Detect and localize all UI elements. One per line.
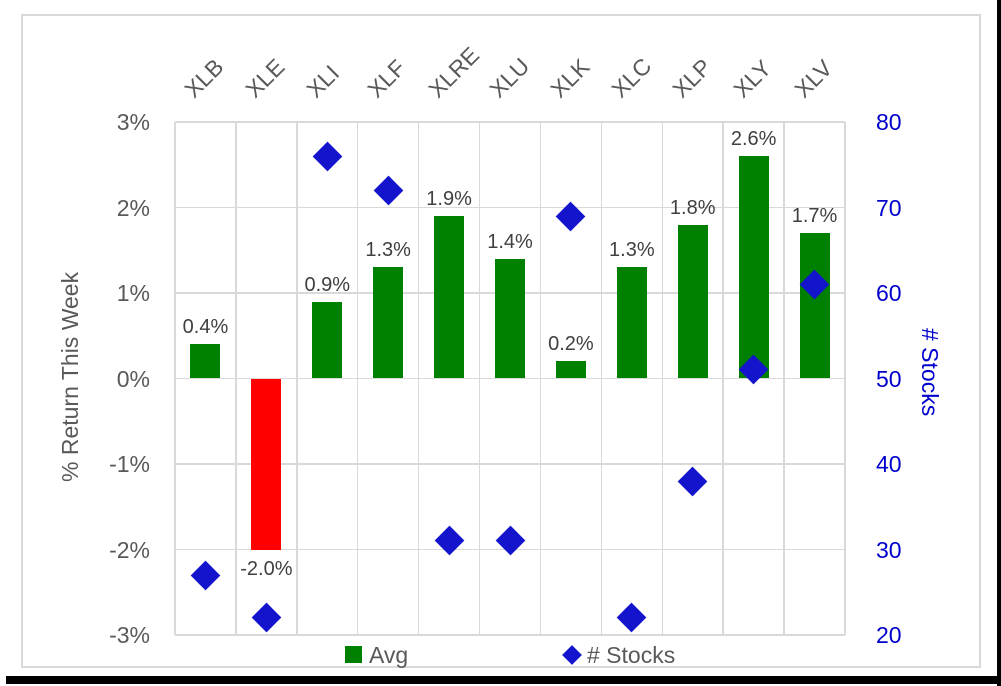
- h-gridline: [175, 634, 845, 636]
- bar-data-label: 1.9%: [426, 188, 472, 211]
- right-axis-tick: 30: [876, 536, 902, 563]
- right-axis-tick: 20: [876, 622, 902, 648]
- bar-data-label: 1.7%: [791, 205, 838, 228]
- bar-data-label: 1.3%: [365, 239, 411, 262]
- right-axis-tick: 60: [876, 280, 902, 306]
- avg-bar: [190, 344, 221, 379]
- bar-data-label: 1.3%: [609, 239, 655, 262]
- v-gridline: [661, 122, 664, 635]
- avg-bar: [555, 361, 586, 379]
- v-gridline: [478, 122, 481, 635]
- right-axis-tick: 40: [876, 451, 902, 477]
- avg-bar: [616, 267, 647, 379]
- v-gridline: [783, 122, 785, 635]
- avg-bar: [251, 378, 282, 550]
- avg-bar: [373, 267, 404, 379]
- avg-bar: [677, 224, 708, 379]
- v-gridline: [844, 122, 846, 635]
- left-axis-tick: 2%: [116, 194, 150, 221]
- left-axis-tick: 3%: [116, 109, 150, 135]
- avg-bar: [434, 216, 465, 379]
- left-axis-title: % Return This Week: [57, 271, 83, 483]
- left-axis-tick: -3%: [109, 622, 150, 648]
- avg-bar: [799, 233, 830, 379]
- bar-data-label: -2.0%: [240, 557, 293, 580]
- v-gridline: [539, 122, 542, 635]
- h-gridline: [175, 206, 845, 209]
- bar-data-label: 0.2%: [548, 333, 594, 356]
- h-gridline: [175, 377, 845, 380]
- left-axis-tick: -2%: [109, 536, 150, 563]
- left-axis-tick: 0%: [116, 365, 150, 392]
- bottom-black-rule: [6, 676, 1001, 684]
- v-gridline: [417, 122, 420, 635]
- avg-legend-square-icon: [345, 646, 362, 663]
- v-gridline: [722, 122, 724, 635]
- h-gridline: [175, 121, 845, 123]
- avg-bar: [738, 156, 769, 379]
- bar-data-label: 0.4%: [182, 316, 229, 339]
- left-axis-tick: -1%: [109, 451, 150, 477]
- legend-label-stocks: # Stocks: [587, 642, 676, 668]
- v-gridline: [296, 122, 298, 635]
- right-axis-tick: 50: [876, 365, 902, 392]
- bar-data-label: 0.9%: [304, 273, 351, 296]
- right-axis-tick: 70: [876, 194, 902, 221]
- legend-label-avg: Avg: [369, 642, 409, 668]
- v-gridline: [174, 122, 176, 635]
- avg-bar: [312, 301, 343, 379]
- bar-data-label: 2.6%: [730, 128, 777, 151]
- v-gridline: [356, 122, 359, 635]
- bar-data-label: 1.4%: [487, 230, 533, 253]
- right-black-edge: [997, 0, 1001, 686]
- left-axis-tick: 1%: [116, 280, 150, 306]
- right-axis-tick: 80: [876, 109, 902, 135]
- v-gridline: [600, 122, 603, 635]
- bar-data-label: 1.8%: [669, 196, 716, 219]
- v-gridline: [235, 122, 237, 635]
- right-axis-title: # Stocks: [917, 328, 943, 417]
- h-gridline: [175, 463, 845, 465]
- avg-bar: [495, 258, 525, 379]
